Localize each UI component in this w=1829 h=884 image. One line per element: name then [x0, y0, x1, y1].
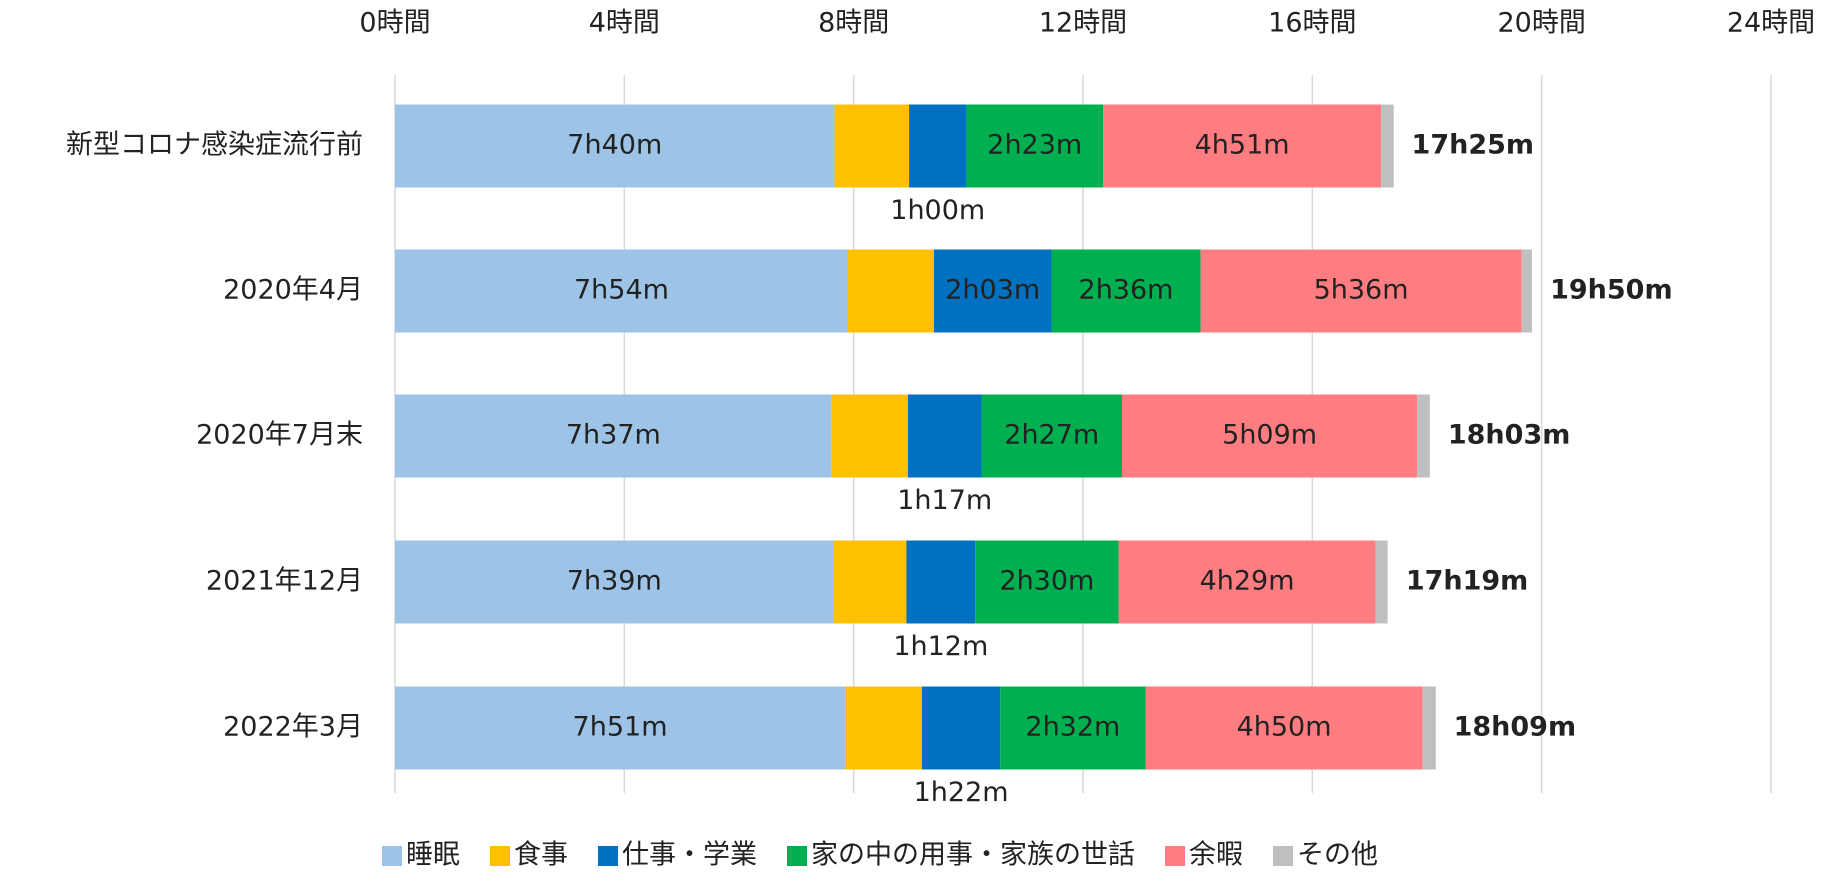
category-label: 新型コロナ感染症流行前 [66, 130, 363, 161]
bar-segment [395, 104, 835, 188]
bar-segment [906, 540, 976, 624]
bar-segment [1103, 104, 1382, 188]
value-label: 2h03m [945, 275, 1040, 306]
value-label: 4h29m [1200, 566, 1295, 597]
total-label: 19h50m [1550, 275, 1673, 306]
bar-segment [833, 540, 907, 624]
value-label: 1h17m [897, 485, 992, 516]
x-tick-label: 20時間 [1497, 8, 1585, 39]
bar-segment [1521, 249, 1532, 333]
total-label: 17h19m [1406, 566, 1529, 597]
value-label: 1h12m [893, 631, 988, 662]
legend-label: 仕事・学業 [622, 840, 757, 871]
value-label: 2h30m [999, 566, 1094, 597]
category-label: 2022年3月 [223, 712, 363, 743]
bar-segment [1200, 249, 1522, 333]
value-label: 7h39m [567, 566, 662, 597]
bar-segment [395, 249, 848, 333]
bar-segment [845, 686, 922, 770]
legend-label: その他 [1297, 840, 1378, 871]
total-label: 18h03m [1448, 420, 1571, 451]
value-label: 2h27m [1004, 420, 1099, 451]
legend-swatch [787, 846, 807, 866]
legend-label: 余暇 [1189, 840, 1243, 871]
value-label: 7h54m [574, 275, 669, 306]
value-label: 2h36m [1079, 275, 1174, 306]
value-label: 1h00m [890, 195, 985, 226]
bar-segment [981, 394, 1122, 478]
legend-swatch [382, 846, 402, 866]
value-label: 7h37m [566, 420, 661, 451]
bar-segment [834, 104, 910, 188]
bar-segment [966, 104, 1104, 188]
bar-segment [1375, 540, 1388, 624]
x-tick-label: 4時間 [589, 8, 660, 39]
bar-segment [1118, 540, 1376, 624]
value-label: 1h22m [914, 777, 1009, 808]
legend-swatch [1273, 846, 1293, 866]
total-label: 18h09m [1454, 712, 1577, 743]
x-tick-label: 24時間 [1727, 8, 1815, 39]
bar-segment [395, 686, 846, 770]
value-label: 2h23m [987, 130, 1082, 161]
bar-segment [1381, 104, 1394, 188]
value-label: 7h40m [567, 130, 662, 161]
x-tick-label: 16時間 [1268, 8, 1356, 39]
value-label: 4h51m [1195, 130, 1290, 161]
legend-label: 家の中の用事・家族の世話 [811, 840, 1135, 871]
total-label: 17h25m [1412, 130, 1535, 161]
bar-segment [975, 540, 1119, 624]
bar-segment [921, 686, 1001, 770]
bar-segment [1000, 686, 1146, 770]
bar-segment [1121, 394, 1418, 478]
bar-segment [933, 249, 1052, 333]
category-label: 2020年4月 [223, 275, 363, 306]
x-tick-label: 12時間 [1039, 8, 1127, 39]
bar-segment [1051, 249, 1201, 333]
bar-segment [1422, 686, 1436, 770]
legend-swatch [1165, 846, 1185, 866]
x-tick-label: 0時間 [359, 8, 430, 39]
category-label: 2021年12月 [206, 566, 363, 597]
legend-swatch [490, 846, 510, 866]
x-tick-label: 8時間 [818, 8, 889, 39]
bar-segment [1417, 394, 1430, 478]
value-label: 5h09m [1222, 420, 1317, 451]
value-label: 5h36m [1314, 275, 1409, 306]
bar-segment [907, 394, 982, 478]
bar-segment [831, 394, 908, 478]
bar-segment [909, 104, 967, 188]
legend-label: 睡眠 [406, 840, 460, 871]
legend-swatch [598, 846, 618, 866]
legend-label: 食事 [514, 840, 568, 871]
value-label: 7h51m [573, 712, 668, 743]
bar-segment [395, 540, 834, 624]
category-label: 2020年7月末 [196, 420, 363, 451]
bar-segment [1145, 686, 1423, 770]
value-label: 4h50m [1237, 712, 1332, 743]
value-label: 2h32m [1025, 712, 1120, 743]
bar-segment [395, 394, 832, 478]
bar-segment [847, 249, 934, 333]
